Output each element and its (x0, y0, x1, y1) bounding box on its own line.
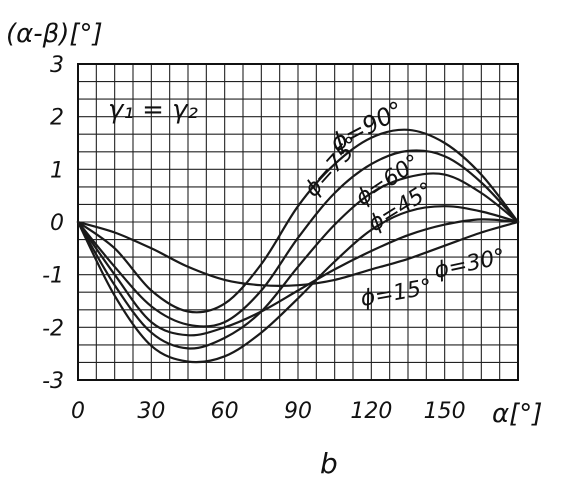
x-tick-label: 60 (211, 399, 239, 424)
series-label-phi-30: ϕ=30° (432, 244, 508, 283)
x-axis-label: α[°] (492, 399, 542, 429)
series-line-5 (76, 220, 520, 287)
y-tick-label: -2 (42, 316, 64, 341)
series-line-0 (76, 128, 520, 314)
gamma-annotation: γ₁ = γ₂ (108, 95, 198, 125)
y-tick-label: 2 (50, 106, 64, 131)
series-line-4 (76, 218, 520, 337)
y-axis-label: (α-β)[°] (6, 19, 103, 49)
y-tick-label: 1 (50, 158, 64, 183)
series-line-2 (76, 172, 520, 350)
grid (78, 64, 518, 380)
y-tick-label: -3 (42, 369, 64, 394)
y-tick-label: -1 (42, 264, 64, 289)
subplot-label: b (320, 447, 338, 480)
x-tick-label: 30 (137, 399, 165, 424)
tick-layer: 0 30 60 90 120 150 3 2 1 0 -1 -2 -3 (42, 53, 466, 424)
series-line-3 (76, 205, 520, 364)
x-tick-label: 120 (350, 399, 392, 424)
series-layer (76, 128, 520, 364)
x-tick-label: 0 (71, 399, 85, 424)
x-tick-label: 150 (424, 399, 466, 424)
y-tick-label: 0 (50, 211, 64, 236)
x-tick-label: 90 (284, 399, 312, 424)
series-label-phi-15: ϕ=15° (359, 275, 434, 312)
y-tick-label: 3 (50, 53, 64, 78)
series-line-1 (76, 149, 520, 328)
